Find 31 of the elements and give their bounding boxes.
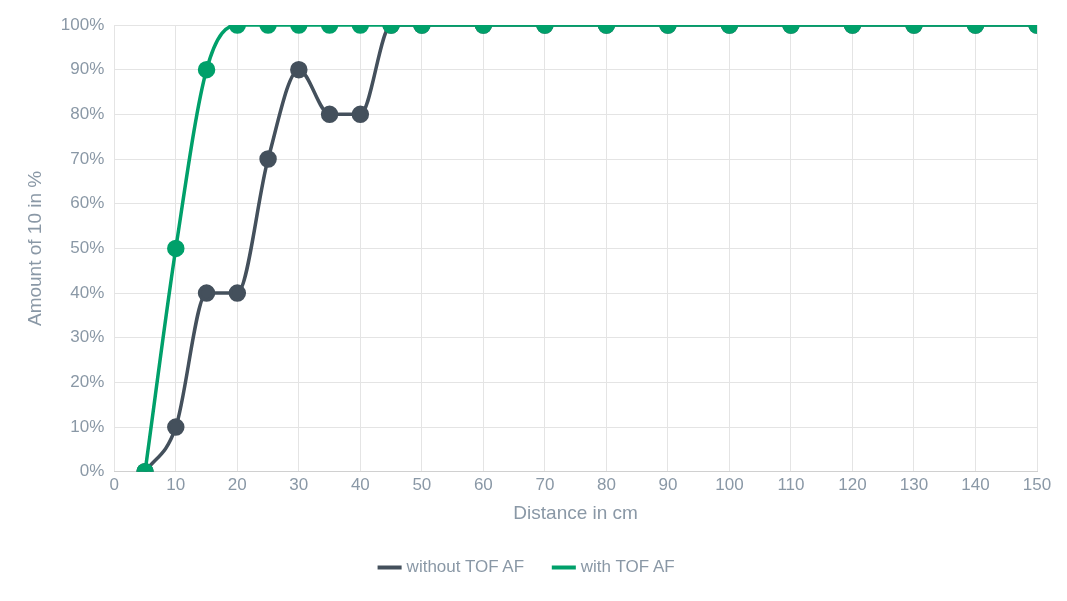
x-tick-label: 50	[412, 474, 432, 494]
y-tick-label: 50%	[70, 238, 105, 258]
x-tick-label: 40	[350, 474, 370, 494]
y-tick-label: 100%	[60, 14, 105, 34]
y-tick-label: 10%	[70, 416, 105, 436]
x-tick-label: 20	[227, 474, 247, 494]
x-tick-label: 110	[777, 474, 805, 494]
y-axis-title: Amount of 10 in %	[23, 170, 45, 327]
y-tick-label: 90%	[70, 59, 105, 79]
y-tick-label: 80%	[70, 104, 105, 124]
x-tick-label: 150	[1022, 474, 1052, 494]
y-tick-label: 30%	[70, 327, 105, 347]
x-tick-label: 140	[961, 474, 990, 494]
legend-label: without TOF AF	[405, 557, 525, 577]
x-tick-label: 30	[289, 474, 309, 494]
x-tick-label: 120	[838, 474, 867, 494]
x-tick-label: 80	[596, 474, 616, 494]
x-tick-label: 0	[109, 474, 120, 494]
y-tick-label: 0%	[79, 461, 105, 481]
x-tick-label: 70	[535, 474, 555, 494]
x-tick-label: 90	[658, 474, 678, 494]
x-tick-label: 130	[899, 474, 929, 494]
x-axis-title: Distance in cm	[513, 501, 638, 523]
legend-label: with TOF AF	[579, 557, 675, 577]
x-tick-label: 100	[715, 474, 744, 494]
y-tick-label: 70%	[70, 148, 105, 168]
y-tick-label: 60%	[70, 193, 105, 213]
y-tick-label: 20%	[70, 372, 105, 392]
x-tick-label: 10	[166, 474, 186, 494]
x-tick-label: 60	[473, 474, 493, 494]
y-tick-label: 40%	[70, 282, 105, 302]
